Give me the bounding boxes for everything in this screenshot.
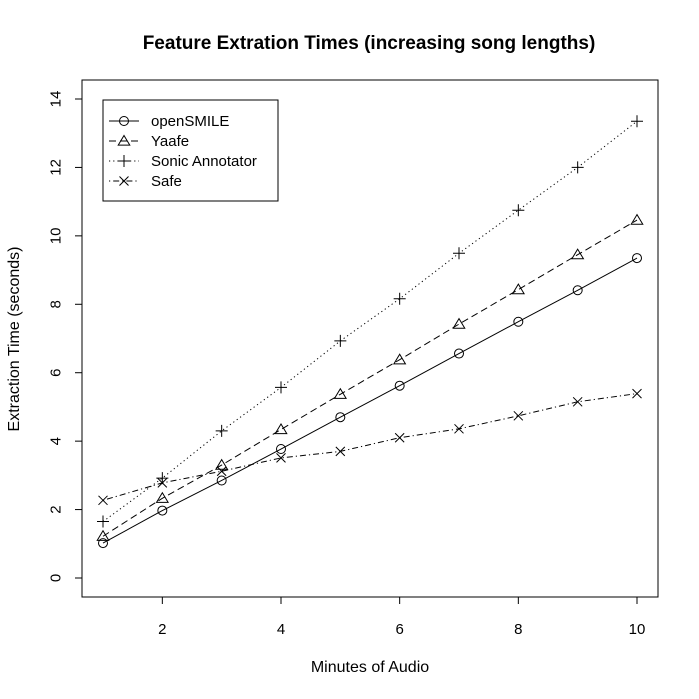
- legend-marker: [119, 176, 129, 186]
- data-point: [394, 380, 405, 391]
- legend-label: Safe: [151, 173, 182, 190]
- legend-label: Yaafe: [151, 133, 189, 150]
- series-plus: [97, 115, 643, 528]
- data-point: [630, 213, 644, 225]
- x-tick-label: 10: [629, 621, 646, 638]
- series-line: [102, 257, 638, 544]
- data-point: [274, 423, 288, 435]
- y-tick-label: 6: [48, 369, 65, 377]
- legend-entry: Sonic Annotator: [109, 153, 257, 170]
- data-point: [275, 381, 287, 394]
- y-tick-label: 0: [48, 574, 65, 582]
- data-point: [393, 292, 406, 305]
- x-axis: 2 4 6 8 10: [158, 597, 645, 638]
- data-point: [632, 253, 642, 264]
- y-tick-label: 4: [48, 437, 65, 445]
- y-tick-label: 10: [48, 228, 65, 245]
- legend-entry: Safe: [109, 173, 182, 190]
- data-point: [276, 444, 286, 455]
- y-axis-label: Extraction Time (seconds): [6, 247, 23, 432]
- chart-title: Feature Extration Times (increasing song…: [143, 33, 596, 54]
- data-point: [96, 529, 110, 541]
- data-point: [393, 353, 407, 365]
- x-axis-label: Minutes of Audio: [311, 659, 429, 676]
- data-point: [394, 432, 405, 443]
- data-point: [631, 115, 643, 128]
- data-point: [276, 453, 286, 463]
- data-point: [157, 505, 168, 516]
- data-point: [333, 387, 347, 399]
- legend-marker: [119, 116, 129, 126]
- x-tick-label: 6: [395, 621, 403, 638]
- y-tick-label: 8: [48, 300, 65, 308]
- data-point: [155, 491, 169, 503]
- legend-box: [102, 99, 279, 202]
- data-point: [511, 283, 525, 295]
- data-point: [215, 458, 229, 470]
- y-tick-label: 14: [48, 91, 65, 108]
- x-tick-label: 8: [514, 621, 522, 638]
- series-layer: [96, 115, 644, 549]
- series-circle: [98, 253, 642, 549]
- data-point: [454, 423, 464, 434]
- data-point: [335, 412, 346, 423]
- legend-marker: [117, 134, 131, 146]
- legend-entry: openSMILE: [109, 113, 229, 130]
- data-point: [452, 317, 466, 329]
- data-point: [335, 446, 346, 457]
- data-point: [97, 515, 109, 528]
- data-point: [571, 161, 584, 174]
- data-point: [453, 247, 465, 260]
- data-point: [513, 410, 524, 421]
- data-point: [215, 424, 228, 437]
- data-point: [98, 538, 108, 549]
- legend-label: Sonic Annotator: [151, 153, 257, 170]
- legend-entry: Yaafe: [109, 133, 189, 150]
- series-triangle: [96, 213, 644, 541]
- legend-marker: [118, 155, 130, 167]
- legend-label: openSMILE: [151, 113, 229, 130]
- data-point: [216, 466, 227, 477]
- series-line: [102, 219, 638, 537]
- data-point: [156, 472, 169, 485]
- data-point: [512, 204, 525, 217]
- plot-frame: [81, 79, 659, 598]
- series-line: [102, 393, 638, 501]
- data-point: [98, 495, 108, 506]
- y-tick-label: 2: [48, 505, 65, 513]
- y-axis: 0 2 4 6 8 10 12 14: [48, 91, 82, 582]
- data-point: [513, 316, 524, 327]
- data-point: [571, 248, 585, 260]
- data-point: [632, 388, 642, 399]
- data-point: [454, 348, 464, 359]
- legend: openSMILE Yaafe Sonic Annotator Safe: [102, 99, 279, 202]
- data-point: [572, 285, 583, 296]
- x-tick-label: 2: [158, 621, 166, 638]
- data-point: [572, 396, 583, 407]
- series-cross: [98, 388, 642, 506]
- data-point: [334, 334, 347, 347]
- data-point: [216, 475, 227, 486]
- x-tick-label: 4: [277, 621, 285, 638]
- y-tick-label: 12: [48, 159, 65, 176]
- data-point: [157, 478, 168, 488]
